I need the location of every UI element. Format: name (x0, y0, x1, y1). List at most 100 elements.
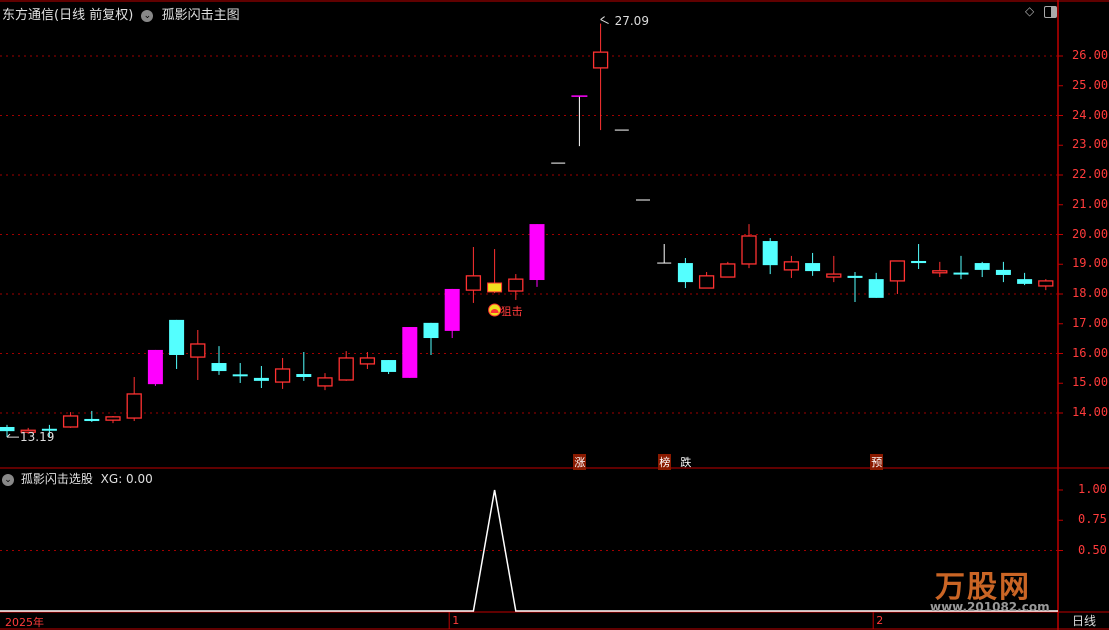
high-pointer-icon (600, 16, 609, 25)
indicator-name[interactable]: 孤影闪击主图 (161, 8, 240, 23)
candle-part (677, 263, 693, 283)
candle-part (20, 429, 36, 433)
candle-part (1038, 280, 1054, 287)
event-marker: 涨 (573, 454, 587, 470)
y-tick-label: 18.00 (1072, 286, 1109, 300)
event-marker: 榜 (658, 454, 672, 470)
candle-part (402, 327, 418, 378)
candle-part (1017, 279, 1033, 284)
candle (487, 249, 503, 294)
candle (274, 357, 291, 389)
event-marker: 跌 (680, 456, 692, 469)
low-label: 13.19 (20, 430, 55, 445)
candle (571, 95, 588, 147)
candle (147, 349, 163, 386)
candle-part (487, 282, 503, 293)
candle (402, 327, 418, 378)
sub-y-tick-label: 0.50 (1078, 542, 1107, 557)
candle (381, 360, 397, 375)
sub-y-tick-label: 0.75 (1078, 512, 1107, 527)
high-label: 27.09 (614, 13, 649, 28)
candle-part (317, 377, 333, 387)
candle-part (359, 357, 376, 365)
sub-y-tick-label: 1.00 (1078, 482, 1107, 496)
sub-indicator-name[interactable]: 孤影闪击选股 (20, 472, 93, 486)
candle (423, 322, 439, 355)
candle-part (805, 263, 821, 272)
candle-part (741, 235, 757, 265)
watermark-logo: 万股网 (935, 570, 1031, 605)
candle (805, 252, 821, 276)
candle-part (0, 426, 15, 432)
low-pointer-icon (6, 433, 19, 438)
candle-part (762, 241, 778, 266)
candle-part (868, 279, 884, 298)
candle-part (465, 275, 482, 291)
candle (826, 255, 842, 283)
diamond-icon[interactable]: ◇ (1024, 4, 1035, 18)
candle-part (147, 349, 163, 385)
candle (720, 261, 736, 278)
y-tick-label: 17.00 (1072, 315, 1109, 330)
candle-part (529, 224, 545, 281)
candle-part (105, 416, 121, 421)
candle-part (126, 393, 142, 419)
candle (508, 274, 524, 300)
candle-part (190, 343, 206, 358)
candle (698, 271, 715, 289)
candle (657, 244, 672, 264)
candle-part (381, 360, 397, 372)
candle (211, 346, 227, 375)
x-tick-label: 2 (876, 614, 884, 627)
candle (1038, 279, 1054, 291)
candle-part (253, 377, 269, 381)
x-tick-label: 1 (452, 614, 460, 627)
watermark-url: www.201082.com (930, 600, 1050, 614)
y-tick-label: 15.00 (1072, 375, 1109, 390)
candle (783, 255, 800, 278)
candle-part (444, 288, 460, 331)
y-tick-label: 19.00 (1072, 256, 1109, 271)
candle (317, 373, 333, 391)
y-tick-label: 20.00 (1072, 226, 1109, 241)
candle-part (953, 272, 969, 275)
panel-toggle-icon[interactable] (1044, 5, 1057, 18)
y-tick-label: 25.00 (1072, 77, 1109, 92)
candle-part (274, 368, 291, 383)
candle (105, 415, 121, 424)
candle (847, 271, 863, 303)
candle (1017, 272, 1033, 286)
candle-part (232, 374, 248, 377)
toolbar-icons: ◇ (1025, 4, 1057, 18)
candle-part (720, 263, 736, 278)
candle-part (41, 428, 57, 431)
sub-panel-title: ⌄ 孤影闪击选股 XG: 0.00 (2, 470, 153, 487)
candle-part (169, 319, 185, 355)
signal-label: 狙击 (500, 305, 523, 318)
candle (889, 260, 906, 294)
candle-part (84, 418, 100, 422)
chevron-down-icon[interactable]: ⌄ (2, 473, 14, 486)
y-tick-label: 23.00 (1072, 137, 1109, 152)
candle (296, 352, 312, 381)
stock-name: 东方通信(日线 前复权) (2, 8, 134, 23)
signal-icon-inner (490, 309, 499, 313)
candle (62, 412, 79, 428)
y-tick-label: 16.00 (1072, 345, 1109, 360)
candle-part (508, 278, 524, 292)
candle-part (698, 275, 715, 289)
candle (868, 272, 884, 298)
candle (911, 244, 927, 270)
candle (190, 329, 206, 380)
candle (169, 319, 185, 369)
candle (953, 255, 969, 280)
chevron-down-icon[interactable]: ⌄ (141, 9, 154, 22)
y-tick-label: 26.00 (1072, 48, 1109, 62)
candle-part (995, 269, 1011, 275)
candle (84, 410, 100, 422)
event-marker: 预 (870, 454, 884, 470)
period-label[interactable]: 日线 (1072, 614, 1097, 628)
x-tick-label: 2025年 (5, 616, 44, 629)
candle-part (211, 363, 227, 372)
y-tick-label: 14.00 (1072, 405, 1109, 419)
